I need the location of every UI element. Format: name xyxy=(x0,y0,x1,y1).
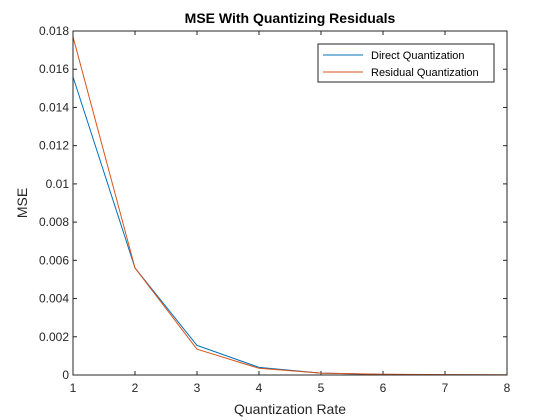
legend-entry-residual: Residual Quantization xyxy=(323,67,479,79)
plot-area xyxy=(73,31,507,375)
y-tick-label: 0.014 xyxy=(39,100,69,114)
x-tick-label: 2 xyxy=(132,381,139,395)
y-tick-label: 0.008 xyxy=(39,215,69,229)
x-tick-label: 3 xyxy=(194,381,201,395)
x-tick-label: 5 xyxy=(318,381,325,395)
x-tick-label: 8 xyxy=(504,381,511,395)
y-tick-label: 0.002 xyxy=(39,330,69,344)
chart-title: MSE With Quantizing Residuals xyxy=(185,10,396,26)
y-tick-label: 0.004 xyxy=(39,292,69,306)
y-tick-label: 0.006 xyxy=(39,253,69,267)
legend: Direct Quantization Residual Quantizatio… xyxy=(317,43,495,83)
x-tick-label: 1 xyxy=(70,381,77,395)
y-tick-label: 0 xyxy=(62,368,69,382)
y-tick-label: 0.01 xyxy=(46,177,70,191)
x-axis-label: Quantization Rate xyxy=(234,401,346,417)
x-tick-label: 4 xyxy=(256,381,263,395)
legend-box xyxy=(317,43,495,83)
x-tick-label: 6 xyxy=(380,381,387,395)
legend-entry-direct: Direct Quantization xyxy=(323,50,465,62)
y-tick-label: 0.012 xyxy=(39,139,69,153)
x-tick-label: 7 xyxy=(442,381,449,395)
y-axis-ticks: 0 0.002 0.004 0.006 0.008 0.01 0.012 0.014 0.016… xyxy=(39,24,507,382)
y-axis-label: MSE xyxy=(14,188,30,218)
y-tick-label: 0.018 xyxy=(39,24,69,38)
axes-box xyxy=(72,30,508,376)
legend-label-direct-quantization: Direct Quantization xyxy=(371,50,465,62)
y-tick-label: 0.016 xyxy=(39,62,69,76)
legend-label-residual-quantization: Residual Quantization xyxy=(371,67,479,79)
